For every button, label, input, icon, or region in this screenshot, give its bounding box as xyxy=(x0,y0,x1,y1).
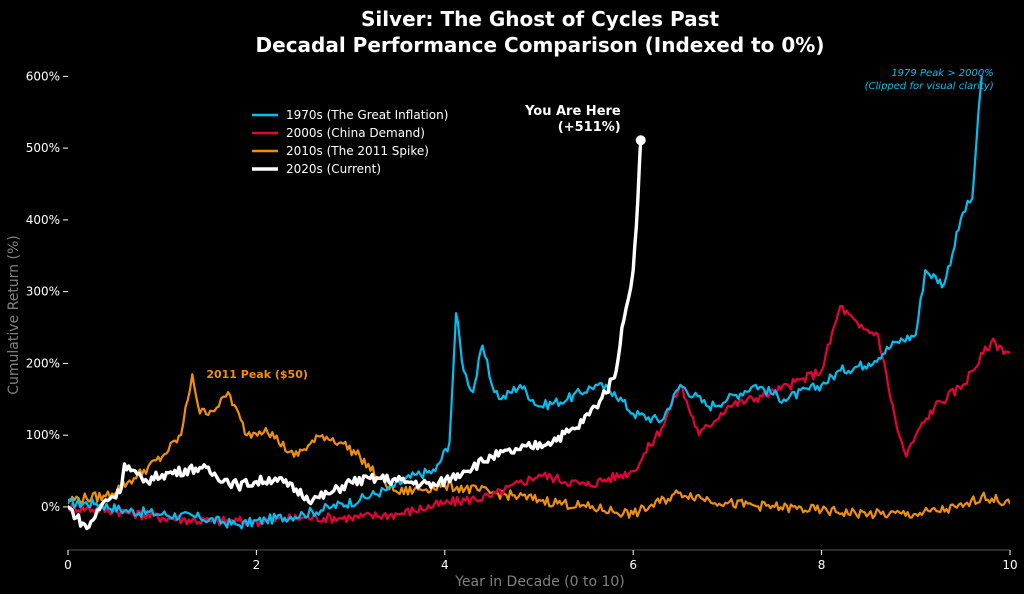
chart-title: Silver: The Ghost of Cycles Past xyxy=(361,7,720,31)
series-line xyxy=(68,373,1010,520)
chart-subtitle: Decadal Performance Comparison (Indexed … xyxy=(256,33,825,57)
series-line xyxy=(68,75,983,530)
annotation-1979-peak: 1979 Peak > 2000% (Clipped for visual cla… xyxy=(865,68,994,92)
series-layer xyxy=(68,75,1010,531)
annotation-line: You Are Here xyxy=(524,104,621,119)
y-axis-label: Cumulative Return (%) xyxy=(6,235,22,395)
y-tick-label: 200% xyxy=(26,356,60,370)
x-tick-label: 6 xyxy=(629,558,637,572)
y-tick-label: 0% xyxy=(41,500,60,514)
x-tick-label: 2 xyxy=(253,558,261,572)
legend-label: 1970s (The Great Inflation) xyxy=(286,108,448,122)
legend: 1970s (The Great Inflation) 2000s (China … xyxy=(252,108,448,176)
annotation-2011-peak: 2011 Peak ($50) xyxy=(206,368,308,381)
y-tick-label: 400% xyxy=(26,213,60,227)
annotation-line: (Clipped for visual clarity) xyxy=(865,81,994,92)
y-tick-label: 100% xyxy=(26,428,60,442)
legend-label: 2000s (China Demand) xyxy=(286,126,425,140)
legend-label: 2010s (The 2011 Spike) xyxy=(286,144,429,158)
x-axis-label: Year in Decade (0 to 10) xyxy=(454,574,625,590)
x-tick-label: 4 xyxy=(441,558,449,572)
series-line xyxy=(68,138,643,531)
x-tick-label: 8 xyxy=(818,558,826,572)
current-point-marker xyxy=(635,135,646,146)
y-tick-label: 300% xyxy=(26,285,60,299)
annotation-you-are-here: You Are Here (+511%) xyxy=(524,104,621,135)
legend-label: 2020s (Current) xyxy=(286,162,381,176)
series-line xyxy=(68,304,1010,528)
annotations: You Are Here (+511%) 2011 Peak ($50) 1979 P… xyxy=(206,68,993,381)
annotation-line: (+511%) xyxy=(558,120,621,135)
annotation-line: 1979 Peak > 2000% xyxy=(891,68,993,79)
x-tick-label: 10 xyxy=(1002,558,1017,572)
x-tick-label: 0 xyxy=(64,558,72,572)
y-tick-label: 500% xyxy=(26,141,60,155)
y-tick-label: 600% xyxy=(26,69,60,83)
axes: 0 2 4 6 8 100%100%200%300%400%500%600% xyxy=(26,69,1018,572)
